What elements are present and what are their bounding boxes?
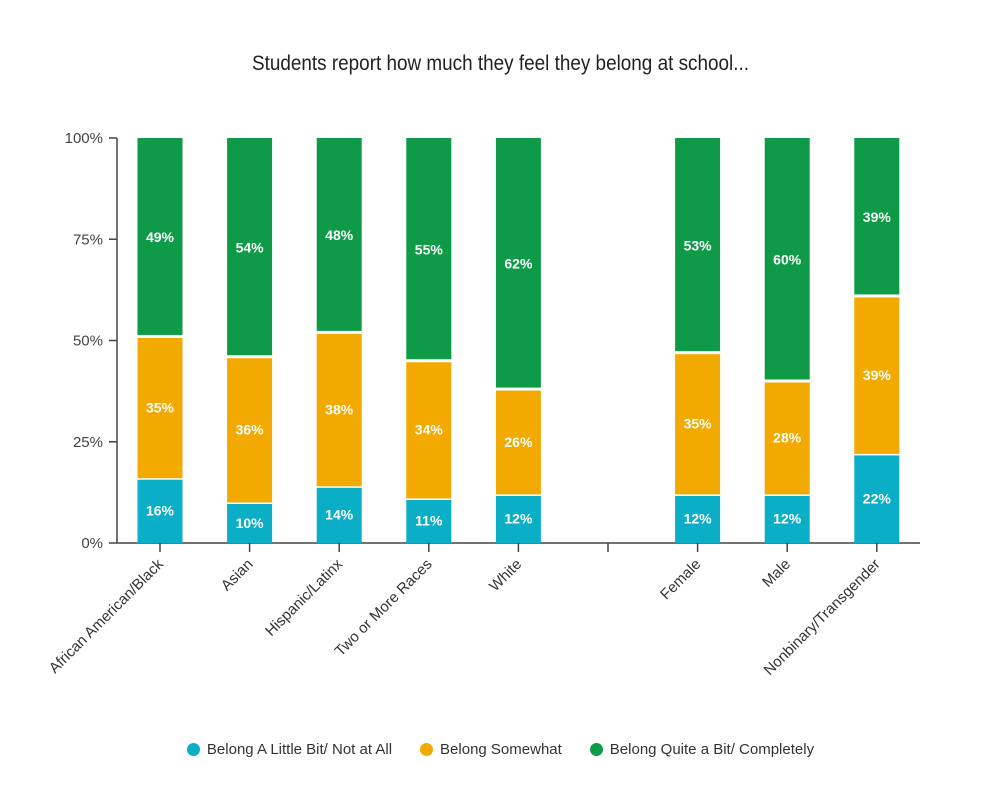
bar-segment bbox=[316, 487, 362, 543]
data-label: 35% bbox=[684, 416, 713, 432]
data-label: 53% bbox=[684, 237, 713, 253]
y-tick-label: 50% bbox=[73, 333, 103, 350]
legend-swatch bbox=[589, 743, 603, 756]
x-tick-label: Female bbox=[657, 556, 704, 603]
bar-segment bbox=[137, 337, 183, 479]
bar-segment bbox=[764, 138, 810, 380]
bar-segment bbox=[854, 455, 900, 543]
data-label: 60% bbox=[773, 252, 802, 268]
data-label: 26% bbox=[504, 434, 533, 450]
legend: Belong A Little Bit/ Not at All Belong So… bbox=[0, 741, 1001, 758]
data-label: 62% bbox=[504, 256, 533, 272]
y-tick-label: 25% bbox=[73, 434, 103, 451]
x-tick-label: African American/Black bbox=[46, 555, 167, 676]
y-tick-label: 100% bbox=[65, 130, 103, 147]
chart-title: Students report how much they feel they … bbox=[252, 52, 749, 75]
legend-item: Belong Quite a Bit/ Completely bbox=[589, 741, 815, 758]
legend-label: Belong Quite a Bit/ Completely bbox=[609, 741, 815, 758]
bar-segment bbox=[764, 382, 810, 495]
data-label: 11% bbox=[415, 513, 443, 529]
bar-segment bbox=[227, 138, 273, 356]
bar-segment bbox=[495, 390, 541, 495]
bar-segment bbox=[406, 138, 452, 360]
data-label: 14% bbox=[325, 507, 354, 523]
data-label: 12% bbox=[684, 511, 713, 527]
legend-swatch bbox=[420, 743, 434, 756]
data-label: 10% bbox=[236, 515, 265, 531]
data-label: 12% bbox=[504, 511, 533, 527]
data-label: 49% bbox=[146, 229, 175, 245]
y-tick-label: 75% bbox=[73, 231, 103, 248]
bar-segment bbox=[495, 495, 541, 543]
data-label: 55% bbox=[415, 241, 444, 257]
data-label: 48% bbox=[325, 227, 354, 243]
bar-segment bbox=[227, 358, 273, 503]
data-label: 34% bbox=[415, 422, 444, 438]
bar-segment bbox=[854, 297, 900, 454]
legend-swatch bbox=[186, 743, 200, 756]
x-tick-label: Two or More Races bbox=[332, 556, 436, 660]
data-label: 36% bbox=[236, 422, 265, 438]
bar-segment bbox=[316, 333, 362, 487]
legend-item: Belong A Little Bit/ Not at All bbox=[186, 741, 393, 758]
bar-segment bbox=[406, 499, 452, 543]
bar-segment bbox=[137, 138, 183, 335]
data-label: 54% bbox=[236, 239, 265, 255]
bar-segment bbox=[406, 362, 452, 499]
legend-item: Belong Somewhat bbox=[420, 741, 562, 758]
data-label: 12% bbox=[773, 511, 802, 527]
legend-label: Belong Somewhat bbox=[440, 741, 562, 758]
bar-segment bbox=[764, 495, 810, 543]
y-tick-label: 0% bbox=[81, 535, 103, 552]
bar-segment bbox=[675, 138, 721, 352]
bar-segment bbox=[854, 138, 900, 295]
data-label: 35% bbox=[146, 399, 175, 415]
bar-segment bbox=[675, 495, 721, 543]
bar-segment bbox=[495, 138, 541, 388]
data-label: 39% bbox=[863, 209, 892, 225]
bar-segment bbox=[316, 138, 362, 331]
data-label: 22% bbox=[863, 490, 892, 506]
data-label: 39% bbox=[863, 367, 892, 383]
legend-label: Belong A Little Bit/ Not at All bbox=[206, 741, 393, 758]
data-label: 16% bbox=[146, 503, 175, 519]
x-tick-label: Male bbox=[759, 556, 794, 591]
data-label: 28% bbox=[773, 430, 802, 446]
bar-segment bbox=[137, 479, 183, 543]
x-tick-label: Asian bbox=[218, 556, 257, 595]
x-tick-label: White bbox=[486, 556, 525, 595]
bar-segment bbox=[227, 504, 273, 543]
x-tick-label: Hispanic/Latinx bbox=[262, 555, 346, 639]
data-label: 38% bbox=[325, 401, 354, 417]
bar-segment bbox=[675, 354, 721, 495]
